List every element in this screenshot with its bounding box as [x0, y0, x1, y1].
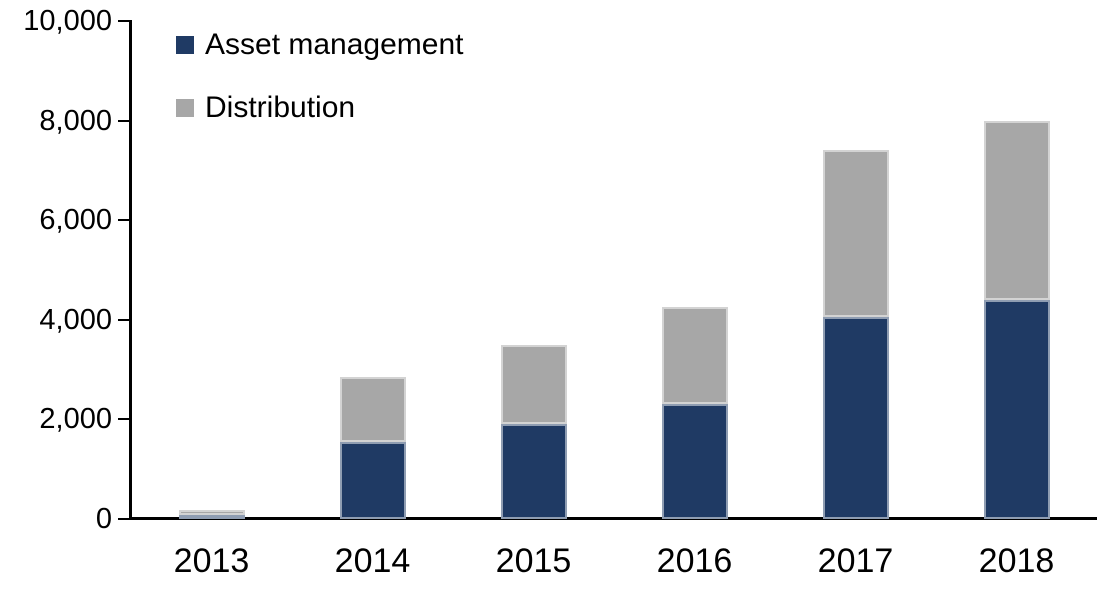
y-axis-tick-label: 8,000 — [39, 104, 112, 137]
bar-segment — [822, 317, 889, 519]
x-axis-label: 2016 — [656, 542, 733, 580]
y-axis-tick — [118, 418, 130, 421]
legend-item-asset-management: Asset management — [176, 30, 463, 60]
x-axis-label: 2017 — [817, 542, 894, 580]
x-axis-label: 2014 — [334, 542, 411, 580]
bar-segment — [500, 424, 567, 519]
chart-legend: Asset management Distribution — [176, 30, 463, 156]
y-axis-line — [129, 20, 132, 520]
x-axis-label: 2018 — [978, 542, 1055, 580]
y-axis-tick-label: 6,000 — [39, 204, 112, 237]
legend-label-distribution: Distribution — [205, 91, 356, 124]
y-axis-tick-label: 2,000 — [39, 403, 112, 436]
y-axis-tick — [118, 119, 130, 122]
x-axis-line — [129, 517, 1097, 520]
bar-segment — [661, 404, 728, 519]
bar-segment — [983, 120, 1050, 300]
legend-item-distribution: Distribution — [176, 93, 463, 123]
y-axis-tick-label: 0 — [95, 503, 112, 535]
bar-segment — [178, 514, 245, 519]
y-axis-tick — [118, 318, 130, 321]
bar-segment — [339, 377, 406, 442]
y-axis-tick — [118, 219, 130, 222]
bar-segment — [661, 307, 728, 405]
bar-segment — [339, 441, 406, 519]
legend-label-asset-management: Asset management — [205, 28, 464, 61]
bar-segment — [500, 344, 567, 425]
bar-segment — [822, 150, 889, 318]
y-axis-tick-label: 4,000 — [39, 303, 112, 336]
y-axis-tick-label: 10,000 — [23, 5, 112, 37]
bar-segment — [983, 299, 1050, 519]
y-axis-tick — [118, 518, 130, 520]
x-axis-label: 2013 — [173, 542, 250, 580]
bar-segment — [178, 509, 245, 515]
legend-swatch-distribution — [176, 99, 194, 117]
y-axis-tick — [118, 20, 130, 22]
x-axis-label: 2015 — [495, 542, 572, 580]
legend-swatch-asset-management — [176, 36, 194, 54]
